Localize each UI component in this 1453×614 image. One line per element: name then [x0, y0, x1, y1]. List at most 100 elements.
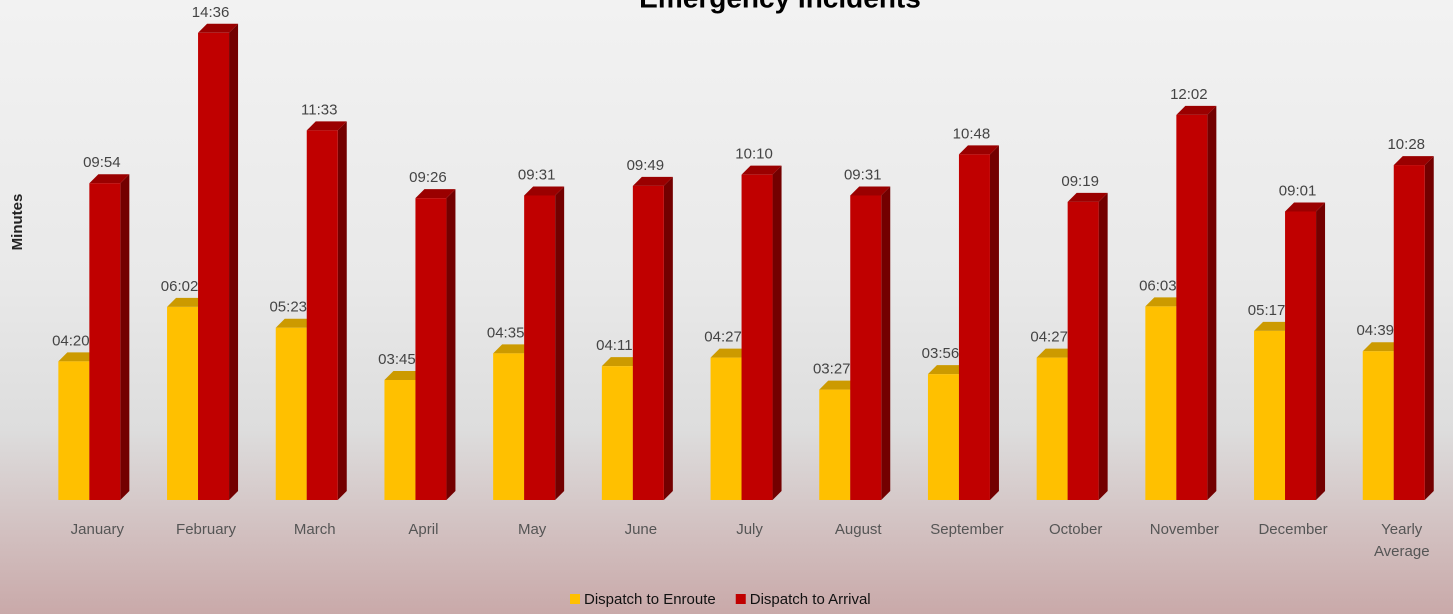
bar-top [958, 145, 999, 155]
data-label: 04:27 [1030, 329, 1068, 346]
bar-top [275, 318, 316, 328]
x-tick-label: November [1149, 521, 1219, 538]
bar-front [1067, 201, 1099, 500]
data-label: 03:56 [922, 345, 960, 362]
x-tick-label: September [930, 521, 1004, 538]
bar [741, 165, 782, 501]
data-label: 12:02 [1170, 86, 1208, 103]
x-tick-label: Yearly Average [1373, 521, 1430, 560]
y-axis-label: Minutes [9, 194, 26, 251]
bar-top [198, 23, 239, 33]
bar [524, 186, 565, 500]
x-tick-label: August [834, 521, 882, 538]
chart-title: Emergency Incidents [639, 0, 921, 13]
bar-side [881, 186, 891, 500]
bar [1067, 192, 1108, 500]
data-label: 10:48 [953, 125, 991, 142]
bar-front [493, 353, 525, 500]
bar [1285, 202, 1326, 500]
data-label: 03:45 [378, 351, 416, 368]
bar-top [58, 352, 99, 362]
bar-front [1254, 330, 1286, 500]
bar [1393, 156, 1434, 500]
x-tick-label: June [624, 521, 658, 538]
data-label: 09:54 [83, 154, 121, 171]
bar-side [1207, 105, 1217, 501]
bar-front [927, 374, 959, 500]
bar-front [601, 366, 633, 500]
bar [415, 189, 456, 500]
data-label: 09:01 [1279, 182, 1317, 199]
bar-top [601, 357, 642, 367]
bar-top [384, 371, 425, 380]
data-label: 03:27 [813, 361, 851, 378]
data-label: 04:27 [704, 329, 742, 346]
x-tick-label: January [70, 521, 125, 538]
bar [198, 23, 239, 501]
bar-side [120, 174, 130, 500]
x-tick-label: July [736, 521, 763, 538]
bar-front [1145, 306, 1177, 500]
legend-swatch [735, 594, 746, 604]
bar-front [167, 306, 199, 500]
bar-front [1393, 165, 1425, 500]
bar-front [819, 389, 851, 500]
data-label: 10:10 [735, 146, 773, 163]
bar-top [1362, 342, 1403, 352]
bar-front [710, 357, 742, 500]
bar [632, 176, 673, 500]
bar-front [958, 154, 990, 500]
bar [958, 145, 999, 500]
bar-front [89, 183, 121, 500]
bar-front [1176, 114, 1208, 501]
bar-top [741, 165, 782, 175]
bar-front [1362, 351, 1394, 500]
bar [850, 186, 891, 500]
bar-top [524, 186, 565, 196]
bar-top [1393, 156, 1434, 166]
bar-side [337, 121, 347, 501]
bar [89, 174, 130, 500]
data-label: 05:17 [1248, 302, 1286, 319]
bar-top [710, 348, 751, 358]
x-tick-label: April [408, 521, 439, 538]
data-label: 14:36 [192, 4, 230, 21]
bar-top [415, 189, 456, 199]
bar-top [1067, 192, 1108, 202]
data-label: 09:31 [518, 166, 556, 183]
data-label: 10:28 [1387, 136, 1425, 153]
bar-top [632, 176, 673, 186]
data-label: 04:20 [52, 332, 90, 349]
bar-front [524, 195, 556, 500]
data-label: 09:26 [409, 169, 447, 186]
bar-front [1285, 211, 1317, 500]
x-tick-label: May [517, 521, 547, 538]
bar-side [1316, 202, 1326, 500]
bar-side [446, 189, 456, 500]
data-label: 06:02 [161, 278, 199, 295]
bar-top [167, 297, 208, 307]
data-label: 06:03 [1139, 277, 1177, 294]
data-label: 04:35 [487, 324, 525, 341]
data-label: 11:33 [301, 101, 337, 118]
x-tick-label: February [176, 521, 237, 538]
bar-front [632, 185, 664, 500]
bar-front [415, 198, 447, 500]
bar-front [198, 32, 230, 501]
bar-side [1098, 192, 1108, 500]
bar-front [741, 174, 773, 501]
bar-side [555, 186, 565, 500]
bar-side [989, 145, 999, 500]
bar-front [1036, 357, 1068, 500]
bar-front [384, 380, 416, 500]
bar-top [493, 344, 534, 354]
legend-swatch [570, 594, 580, 604]
bar-side [772, 165, 782, 501]
bar-side [1424, 156, 1434, 500]
bar-top [1176, 105, 1217, 115]
data-label: 04:11 [596, 337, 632, 354]
bar-top [1036, 348, 1077, 358]
bar-front [58, 361, 90, 500]
